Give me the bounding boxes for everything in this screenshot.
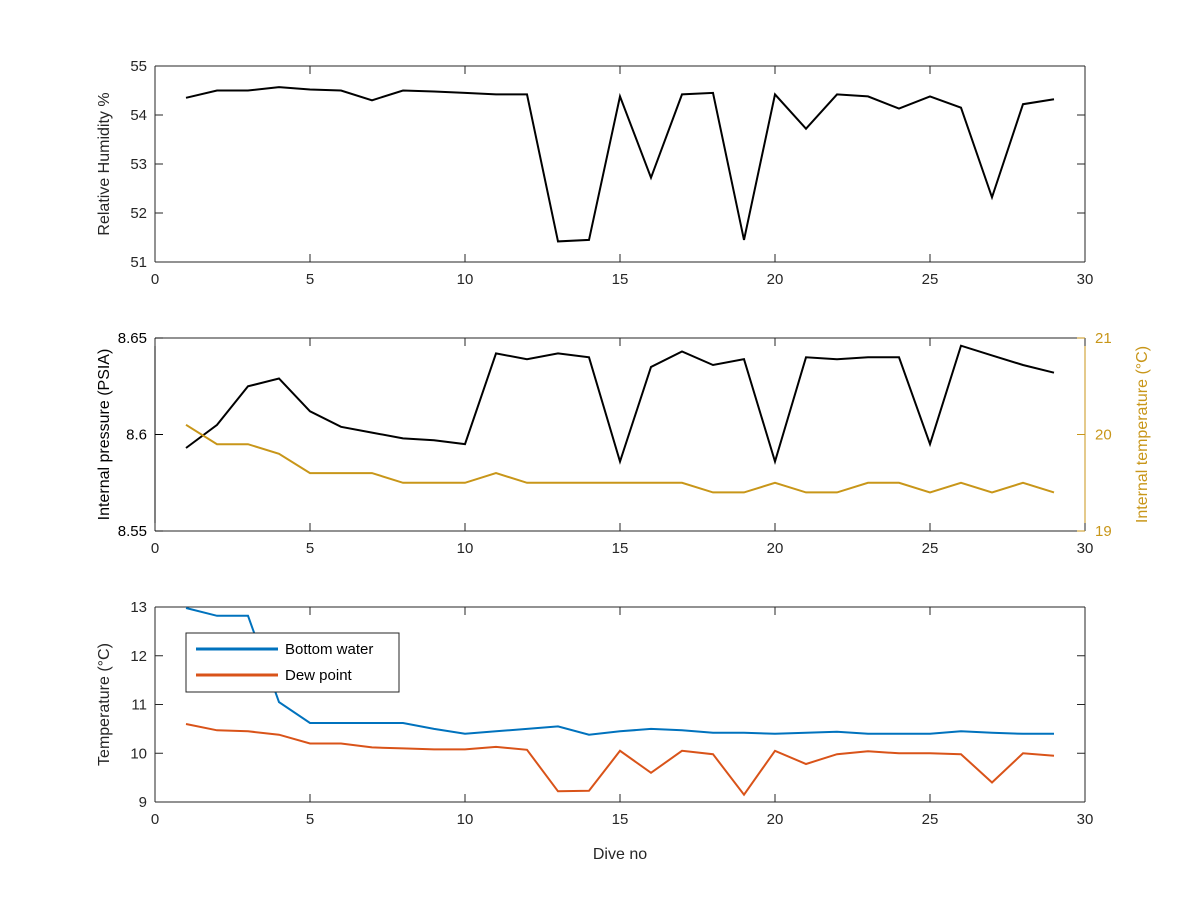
y-tick-label: 8.6 <box>126 427 147 444</box>
x-tick-label: 10 <box>457 271 474 288</box>
x-tick-label: 30 <box>1077 811 1094 828</box>
y-tick-label: 51 <box>130 254 147 271</box>
pressure-panel: 0 5 10 15 20 25 30 8.55 8.6 8.65 19 20 21 Internal pr… <box>96 330 1151 557</box>
y-axis-title: Internal pressure (PSIA) <box>96 349 113 521</box>
legend-box <box>185 632 400 693</box>
y-tick-label: 53 <box>130 156 147 173</box>
x-tick-label: 20 <box>767 271 784 288</box>
legend-label: Bottom water <box>285 641 373 658</box>
series-line-0-0 <box>185 86 1055 243</box>
x-tick-label: 20 <box>767 540 784 557</box>
x-tick-label: 5 <box>306 271 314 288</box>
legend: Bottom water Dew point <box>185 632 400 693</box>
humidity-panel: 0 5 10 15 20 25 30 51 52 53 54 55 Relative Humidity … <box>96 58 1093 288</box>
x-tick-label: 10 <box>457 811 474 828</box>
y2-tick-label: 19 <box>1095 523 1112 540</box>
series-line-1-1 <box>185 423 1055 494</box>
y-axis-title: Relative Humidity % <box>96 92 113 235</box>
x-tick-label: 0 <box>151 271 159 288</box>
x-tick-label: 25 <box>922 540 939 557</box>
y2-tick-label: 20 <box>1095 427 1112 444</box>
temperature-panel: 0 5 10 15 20 25 30 9 10 11 12 13 Temperature (°C) Div… <box>96 599 1093 863</box>
legend-label: Dew point <box>285 667 353 684</box>
y-tick-label: 54 <box>130 107 147 124</box>
x-tick-label: 15 <box>612 540 629 557</box>
x-tick-label: 5 <box>306 811 314 828</box>
x-tick-label: 25 <box>922 811 939 828</box>
x-tick-label: 30 <box>1077 540 1094 557</box>
x-tick-label: 15 <box>612 271 629 288</box>
x-tick-label: 0 <box>151 540 159 557</box>
x-tick-label: 0 <box>151 811 159 828</box>
x-tick-label: 5 <box>306 540 314 557</box>
y-tick-label: 8.55 <box>118 523 147 540</box>
x-axis-title: Dive no <box>593 846 647 863</box>
series-line-bottom-water <box>185 607 1054 736</box>
y-tick-label: 13 <box>130 599 147 616</box>
y-tick-label: 52 <box>130 205 147 222</box>
y-tick-label: 8.65 <box>118 330 147 347</box>
y-tick-label: 11 <box>131 697 147 714</box>
series-line-dew-point <box>185 723 1055 797</box>
y2-tick-label: 21 <box>1095 330 1112 347</box>
y-tick-label: 9 <box>139 794 147 811</box>
y-axis-title: Temperature (°C) <box>96 643 113 766</box>
y2-axis-title: Internal temperature (°C) <box>1134 346 1151 523</box>
y-tick-label: 12 <box>130 648 147 665</box>
x-tick-label: 25 <box>922 271 939 288</box>
series-line-1-0 <box>185 344 1055 465</box>
x-tick-label: 20 <box>767 811 784 828</box>
x-tick-label: 30 <box>1077 271 1094 288</box>
x-tick-label: 15 <box>612 811 629 828</box>
x-tick-label: 10 <box>457 540 474 557</box>
y-tick-label: 10 <box>130 745 147 762</box>
y-tick-label: 55 <box>130 58 147 75</box>
